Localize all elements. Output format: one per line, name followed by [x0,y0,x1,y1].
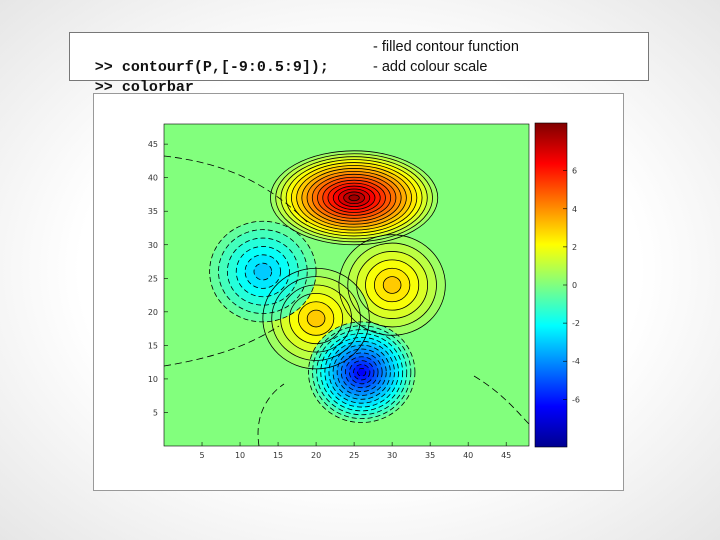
contour-line [226,237,299,306]
colorbar-tick-label: 4 [572,205,577,214]
contour-line [357,367,367,377]
contour-line [356,251,429,319]
contour-line [328,340,395,404]
colorbar-ticks: -6 -4 -2 0 2 4 6 [563,167,580,404]
contour-line [322,179,386,216]
x-tick-label: 15 [273,451,283,460]
contour-band [348,194,360,201]
contour-line [164,155,310,225]
colorbar-tick-label: 2 [572,243,577,252]
y-tick-label: 40 [148,174,158,183]
contour-line [382,276,402,294]
contour-line [327,182,381,213]
contour-line [353,364,371,381]
contour-line [297,301,335,336]
contour-line [270,150,439,246]
contour-line [280,156,428,240]
command-1-comment: - filled contour function [373,39,519,55]
command-window: >> contourf(P,[-9:0.5:9]); - filled cont… [69,32,649,96]
contour-line [308,321,416,423]
contour-line [275,153,433,243]
contour-line [344,356,379,389]
plot-axes-box [163,123,530,447]
y-tick-label: 10 [148,375,158,384]
contour-plot: 5 10 15 20 25 30 35 40 45 5 10 15 20 25 30 35 40 45 [148,123,530,460]
contour-line [347,242,437,328]
command-1-code: contourf(P,[-9:0.5:9]); [121,59,329,76]
x-tick-label: 5 [199,451,204,460]
contour-line [164,325,280,367]
contour-line [343,191,365,205]
contour-line [338,188,371,207]
x-tick-label: 45 [501,451,511,460]
x-tick-label: 20 [311,451,321,460]
contour-line [336,348,387,396]
contour-line [473,375,529,425]
colorbar-gradient [534,122,568,448]
contour-line [365,259,420,311]
contour-band [383,276,401,294]
y-tick-label: 25 [148,274,158,283]
y-tick-label: 35 [148,207,158,216]
contour-band [253,263,272,280]
colorbar-tick-label: -4 [572,357,580,366]
contour-line [324,336,399,408]
contour-line [218,229,308,314]
contour-line [332,344,391,400]
contour-line [235,246,290,298]
contour-line [280,284,352,353]
contour-line [306,170,402,225]
y-axis-ticks: 5 10 15 20 25 30 35 40 45 [148,140,168,417]
x-tick-label: 30 [387,451,397,460]
x-tick-label: 25 [349,451,359,460]
x-axis-ticks: 5 10 15 20 25 30 35 40 45 [199,442,511,460]
x-tick-label: 40 [463,451,473,460]
colorbar: -6 -4 -2 0 2 4 6 [534,122,580,448]
contour-line [311,173,397,222]
colorbar-tick-label: 0 [572,281,577,290]
contour-line [340,352,383,392]
contour-line [316,329,408,416]
prompt-2: >> [94,79,113,96]
contour-line [348,194,360,202]
contour-line [209,220,317,323]
y-tick-label: 20 [148,308,158,317]
command-2-code: colorbar [121,79,194,96]
contour-band [307,310,325,327]
contour-line [271,276,361,361]
colorbar-tick-label: -2 [572,319,580,328]
contour-line [349,360,375,385]
contour-line [285,159,423,237]
contour-line [244,254,281,289]
prompt-1: >> [94,59,113,76]
colorbar-tick-label: 6 [572,167,577,176]
y-tick-label: 15 [148,341,158,350]
contour-line [373,267,411,303]
contour-line [290,162,418,234]
y-tick-label: 30 [148,241,158,250]
y-tick-label: 45 [148,140,158,149]
command-2-comment: - add colour scale [373,59,488,75]
colorbar-tick-label: -6 [572,395,580,404]
contour-line [317,176,392,219]
command-line-2: >> colorbar - add colour scale [77,57,488,96]
x-tick-label: 35 [425,451,435,460]
command-line-1: >> contourf(P,[-9:0.5:9]); - filled cont… [77,37,519,76]
contour-line [312,325,412,420]
contour-line [301,168,407,228]
y-tick-label: 5 [153,408,158,417]
contour-line [332,185,376,210]
background-contour-lines [164,155,529,446]
contour-fills [164,150,529,446]
contour-line [289,292,344,345]
contour-line [306,309,326,328]
figure-window: 5 10 15 20 25 30 35 40 45 5 10 15 20 25 30 35 40 45 -6 -4… [93,93,624,491]
contour-line [320,333,404,412]
contour-band [357,368,366,377]
contour-line [296,165,413,231]
x-tick-label: 10 [235,451,245,460]
